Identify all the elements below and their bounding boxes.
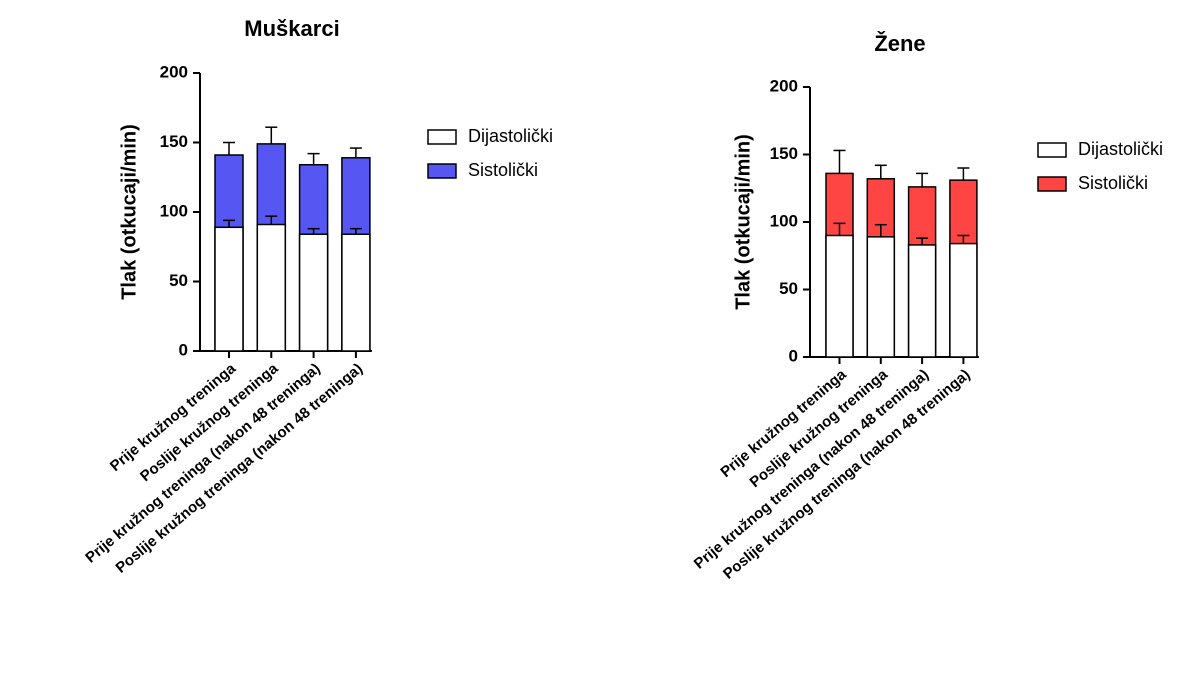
error-bar	[307, 227, 320, 235]
error-bar	[916, 237, 929, 245]
error-bar	[916, 172, 929, 187]
legend-label: Dijastolički	[1078, 139, 1163, 159]
y-axis-label: Tlak (otkucaji/min)	[118, 124, 140, 300]
error-bar	[957, 234, 970, 244]
chart-title: Žene	[874, 31, 925, 56]
error-bar	[833, 222, 846, 236]
chart-title: Muškarci	[244, 16, 339, 41]
y-tick-label: 100	[160, 201, 188, 220]
error-bar	[349, 227, 362, 235]
y-tick-label: 200	[770, 76, 798, 95]
error-bar	[833, 149, 846, 174]
error-bar	[874, 223, 887, 237]
bar	[341, 233, 371, 352]
error-bar	[957, 167, 970, 181]
bar	[866, 236, 896, 358]
y-tick-label: 0	[179, 340, 188, 359]
error-bar	[223, 219, 235, 228]
legend-swatch	[1037, 142, 1067, 158]
y-tick-label: 200	[160, 62, 188, 81]
y-tick-label: 100	[770, 211, 798, 230]
bar	[949, 242, 978, 358]
error-bar	[223, 141, 235, 156]
bar	[214, 226, 244, 352]
error-bar	[265, 215, 278, 225]
error-bar	[307, 152, 320, 165]
y-tick-label: 150	[160, 132, 188, 151]
error-bar	[349, 147, 362, 158]
bar	[256, 223, 287, 352]
bar	[298, 233, 329, 352]
error-bar	[265, 126, 278, 144]
y-tick-label: 50	[779, 279, 798, 298]
legend-swatch	[427, 129, 457, 145]
legend-swatch	[1037, 176, 1067, 192]
y-tick-label: 0	[789, 346, 798, 365]
y-axis-label: Tlak (otkucaji/min)	[732, 134, 754, 310]
bar	[907, 244, 937, 358]
legend-label: Sistolički	[1078, 173, 1148, 193]
legend-label: Sistolički	[468, 160, 538, 180]
y-tick-label: 50	[169, 271, 188, 290]
error-bar	[874, 164, 887, 179]
legend-label: Dijastolički	[468, 126, 553, 146]
y-tick-label: 150	[770, 144, 798, 163]
bar	[825, 234, 854, 358]
legend-swatch	[427, 163, 457, 179]
